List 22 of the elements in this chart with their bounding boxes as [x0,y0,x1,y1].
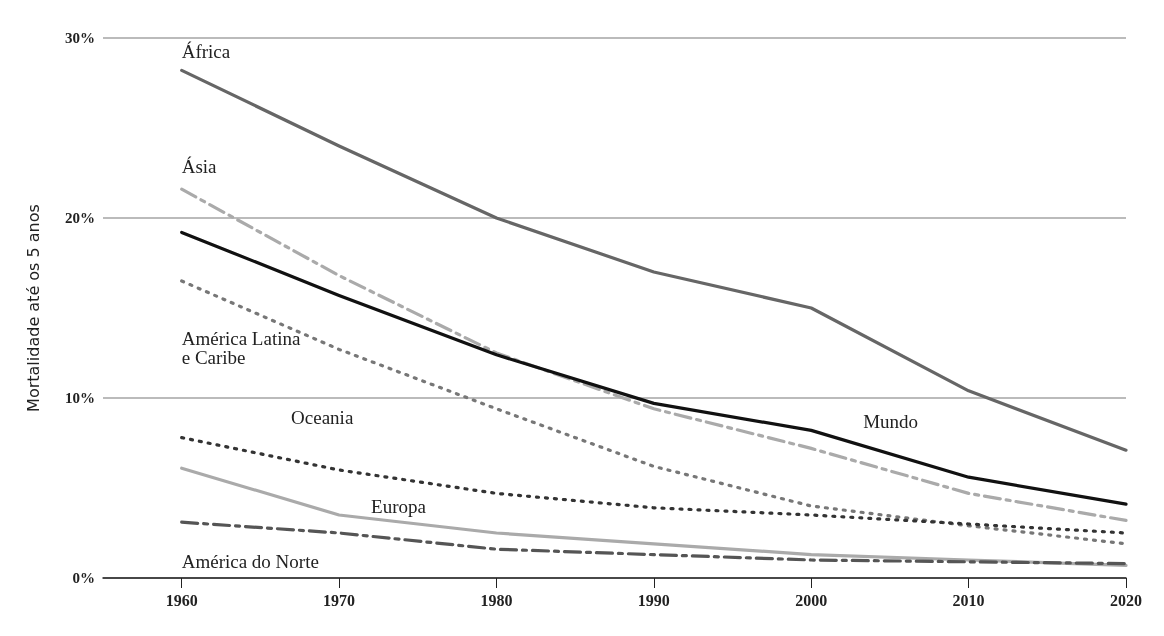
x-tick-label: 1990 [637,591,670,609]
series-label: Europa [371,496,427,517]
x-tick-label: 2010 [952,591,985,609]
line-series [180,520,1128,566]
y-tick-label: 0% [72,570,95,586]
series-label: América do Norte [181,551,319,573]
series-label: Mundo [863,411,919,433]
series-label: Oceania [291,407,354,428]
x-tick-label: 2000 [795,591,828,609]
x-tick-label: 2020 [1110,591,1142,609]
y-tick-label: 10% [65,390,95,406]
x-tick-label: 1960 [165,591,198,609]
line-series [180,68,1128,452]
series-label: África [181,41,231,63]
x-tick-label: 1970 [323,591,356,609]
y-axis-title: Mortalidade até os 5 anos [23,204,43,412]
series-label: América Latina e Caribe [181,328,306,368]
y-tick-label: 20% [65,210,95,226]
series-label: Ásia [181,156,218,178]
line-series [180,187,1128,522]
x-tick-label: 1980 [480,591,513,609]
y-tick-label: 30% [65,30,95,46]
